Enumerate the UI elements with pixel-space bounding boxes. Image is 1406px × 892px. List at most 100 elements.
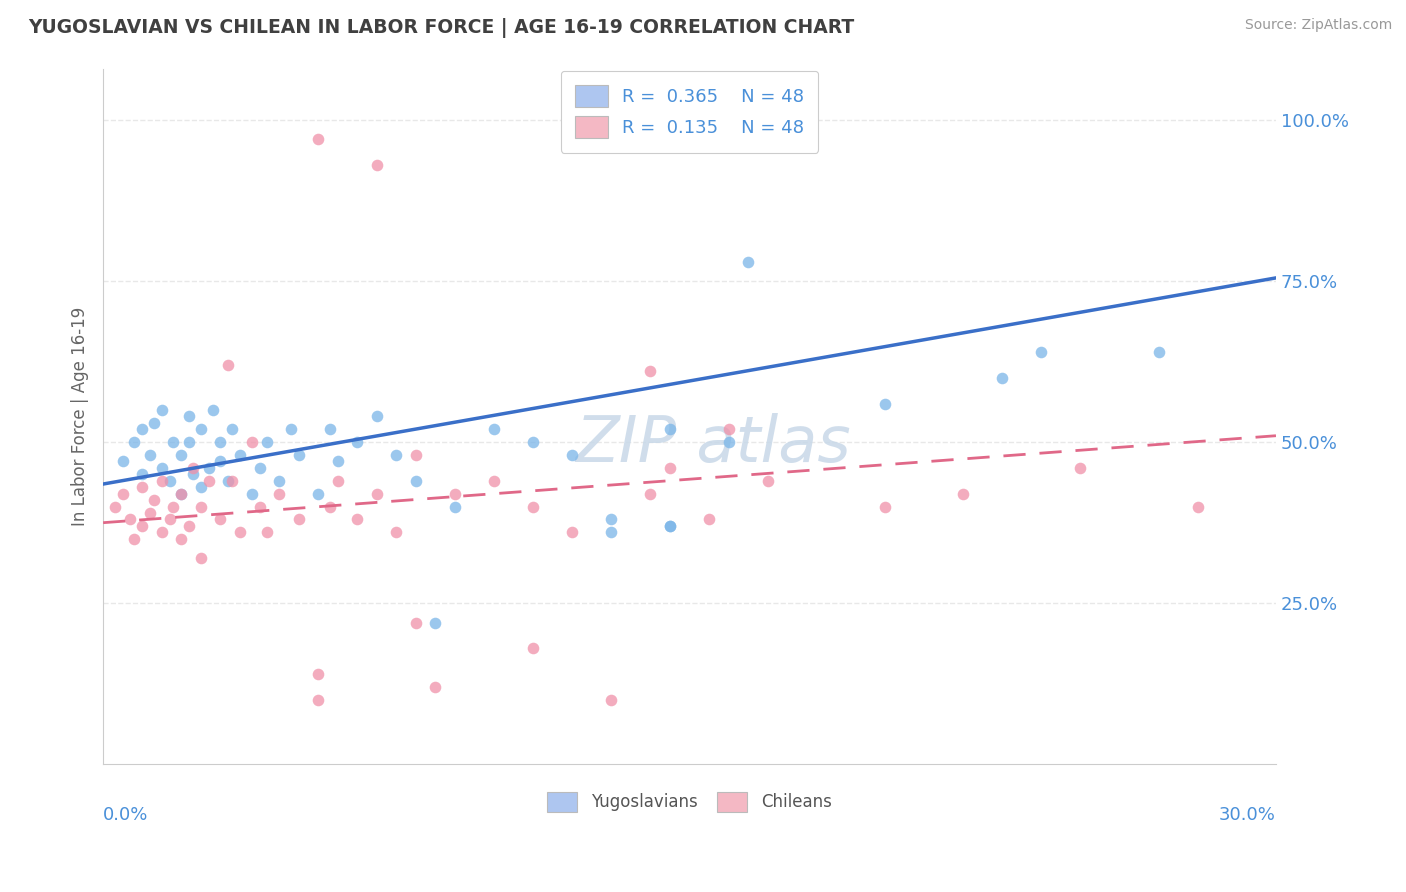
Point xyxy=(319,422,342,436)
Point xyxy=(240,486,263,500)
Point xyxy=(561,525,583,540)
Point xyxy=(991,370,1014,384)
Point xyxy=(181,467,204,482)
Point xyxy=(444,500,467,514)
Point xyxy=(150,474,173,488)
Text: ZIP atlas: ZIP atlas xyxy=(575,413,851,475)
Point xyxy=(873,396,896,410)
Point xyxy=(600,525,623,540)
Point xyxy=(139,448,162,462)
Point xyxy=(1147,345,1170,359)
Point xyxy=(217,358,239,372)
Point xyxy=(425,680,447,694)
Point xyxy=(287,448,309,462)
Point xyxy=(522,435,544,450)
Point xyxy=(307,132,329,146)
Point xyxy=(179,435,201,450)
Point xyxy=(385,525,408,540)
Point xyxy=(249,500,271,514)
Point xyxy=(209,454,232,468)
Point xyxy=(249,461,271,475)
Point xyxy=(181,461,204,475)
Point xyxy=(659,519,682,533)
Point xyxy=(256,435,278,450)
Point xyxy=(142,493,165,508)
Point xyxy=(170,532,193,546)
Point xyxy=(737,254,759,268)
Point xyxy=(280,422,302,436)
Point xyxy=(600,512,623,526)
Point xyxy=(159,474,181,488)
Point xyxy=(179,519,201,533)
Point xyxy=(201,403,224,417)
Point xyxy=(209,435,232,450)
Point xyxy=(197,474,219,488)
Point xyxy=(1031,345,1053,359)
Point xyxy=(346,512,368,526)
Point xyxy=(104,500,127,514)
Point xyxy=(385,448,408,462)
Point xyxy=(522,500,544,514)
Point xyxy=(952,486,974,500)
Point xyxy=(190,422,212,436)
Point xyxy=(170,486,193,500)
Point xyxy=(124,532,146,546)
Point xyxy=(221,422,243,436)
Point xyxy=(756,474,779,488)
Point xyxy=(307,693,329,707)
Point xyxy=(120,512,142,526)
Legend: Yugoslavians, Chileans: Yugoslavians, Chileans xyxy=(541,785,838,819)
Point xyxy=(179,409,201,424)
Point xyxy=(131,480,153,494)
Point xyxy=(287,512,309,526)
Point xyxy=(142,416,165,430)
Point xyxy=(659,461,682,475)
Point xyxy=(229,448,252,462)
Point xyxy=(366,486,388,500)
Point xyxy=(190,551,212,566)
Point xyxy=(240,435,263,450)
Point xyxy=(170,486,193,500)
Point xyxy=(366,409,388,424)
Point xyxy=(1069,461,1091,475)
Point xyxy=(307,667,329,681)
Point xyxy=(139,506,162,520)
Point xyxy=(640,364,662,378)
Text: 0.0%: 0.0% xyxy=(103,806,149,824)
Point xyxy=(640,486,662,500)
Point xyxy=(209,512,232,526)
Point xyxy=(659,519,682,533)
Point xyxy=(159,512,181,526)
Point xyxy=(405,474,427,488)
Point xyxy=(162,500,184,514)
Point xyxy=(267,474,290,488)
Point xyxy=(482,474,505,488)
Point xyxy=(717,422,740,436)
Point xyxy=(307,486,329,500)
Point xyxy=(190,500,212,514)
Point xyxy=(366,158,388,172)
Point xyxy=(131,519,153,533)
Point xyxy=(522,641,544,656)
Point xyxy=(221,474,243,488)
Point xyxy=(444,486,467,500)
Point xyxy=(600,693,623,707)
Point xyxy=(346,435,368,450)
Point xyxy=(561,448,583,462)
Point xyxy=(267,486,290,500)
Text: 30.0%: 30.0% xyxy=(1219,806,1277,824)
Point xyxy=(319,500,342,514)
Point xyxy=(190,480,212,494)
Text: YUGOSLAVIAN VS CHILEAN IN LABOR FORCE | AGE 16-19 CORRELATION CHART: YUGOSLAVIAN VS CHILEAN IN LABOR FORCE | … xyxy=(28,18,855,37)
Point xyxy=(1187,500,1209,514)
Point xyxy=(326,454,349,468)
Point xyxy=(229,525,252,540)
Point xyxy=(873,500,896,514)
Point xyxy=(170,448,193,462)
Point xyxy=(197,461,219,475)
Point xyxy=(326,474,349,488)
Point xyxy=(131,422,153,436)
Point xyxy=(150,525,173,540)
Point xyxy=(111,486,134,500)
Point xyxy=(659,422,682,436)
